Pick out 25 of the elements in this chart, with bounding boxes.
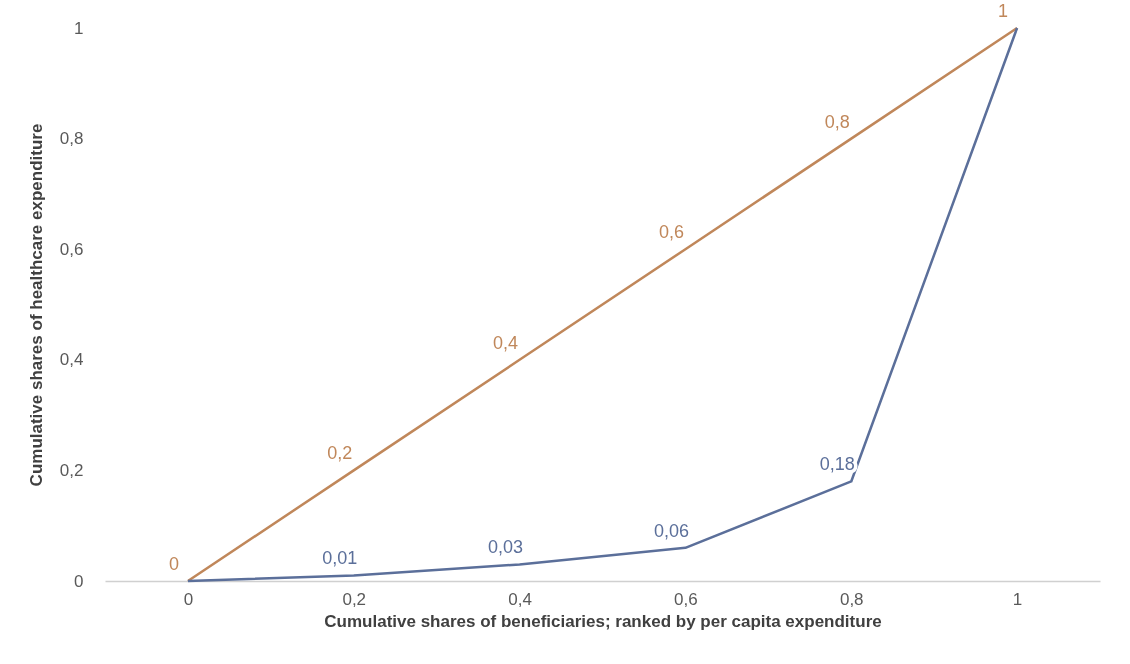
data-label: 0,06 <box>653 520 689 541</box>
x-tick-label: 0 <box>183 589 194 609</box>
y-tick-label: 0,6 <box>59 239 84 259</box>
data-label: 0,03 <box>488 537 524 558</box>
data-label: 0,6 <box>658 222 684 243</box>
x-tick-label: 0,8 <box>839 589 864 609</box>
y-axis-title: Cumulative shares of healthcare expenditure <box>26 123 46 487</box>
data-label: 0,18 <box>819 454 855 475</box>
y-tick-label: 0,8 <box>59 129 84 149</box>
line-series <box>186 26 1019 583</box>
data-label: 0,2 <box>327 443 353 464</box>
x-tick-label: 1 <box>1012 589 1023 609</box>
x-tick-label: 0,2 <box>342 589 367 609</box>
y-tick-label: 1 <box>74 18 84 38</box>
x-axis-title: Cumulative shares of beneficiaries; ranked by per capita expenditure <box>324 611 882 631</box>
data-label: 0,4 <box>493 332 519 353</box>
y-tick-label: 0 <box>74 571 84 591</box>
data-label: 0,01 <box>322 548 358 569</box>
data-label: 1 <box>998 1 1009 21</box>
x-tick-label: 0,4 <box>508 589 532 609</box>
y-tick-label: 0,4 <box>59 350 84 370</box>
data-label: 0,8 <box>824 111 850 132</box>
y-tick-label: 0,2 <box>59 460 84 480</box>
x-tick-label: 0,6 <box>674 589 698 609</box>
data-label: 0 <box>168 554 179 574</box>
